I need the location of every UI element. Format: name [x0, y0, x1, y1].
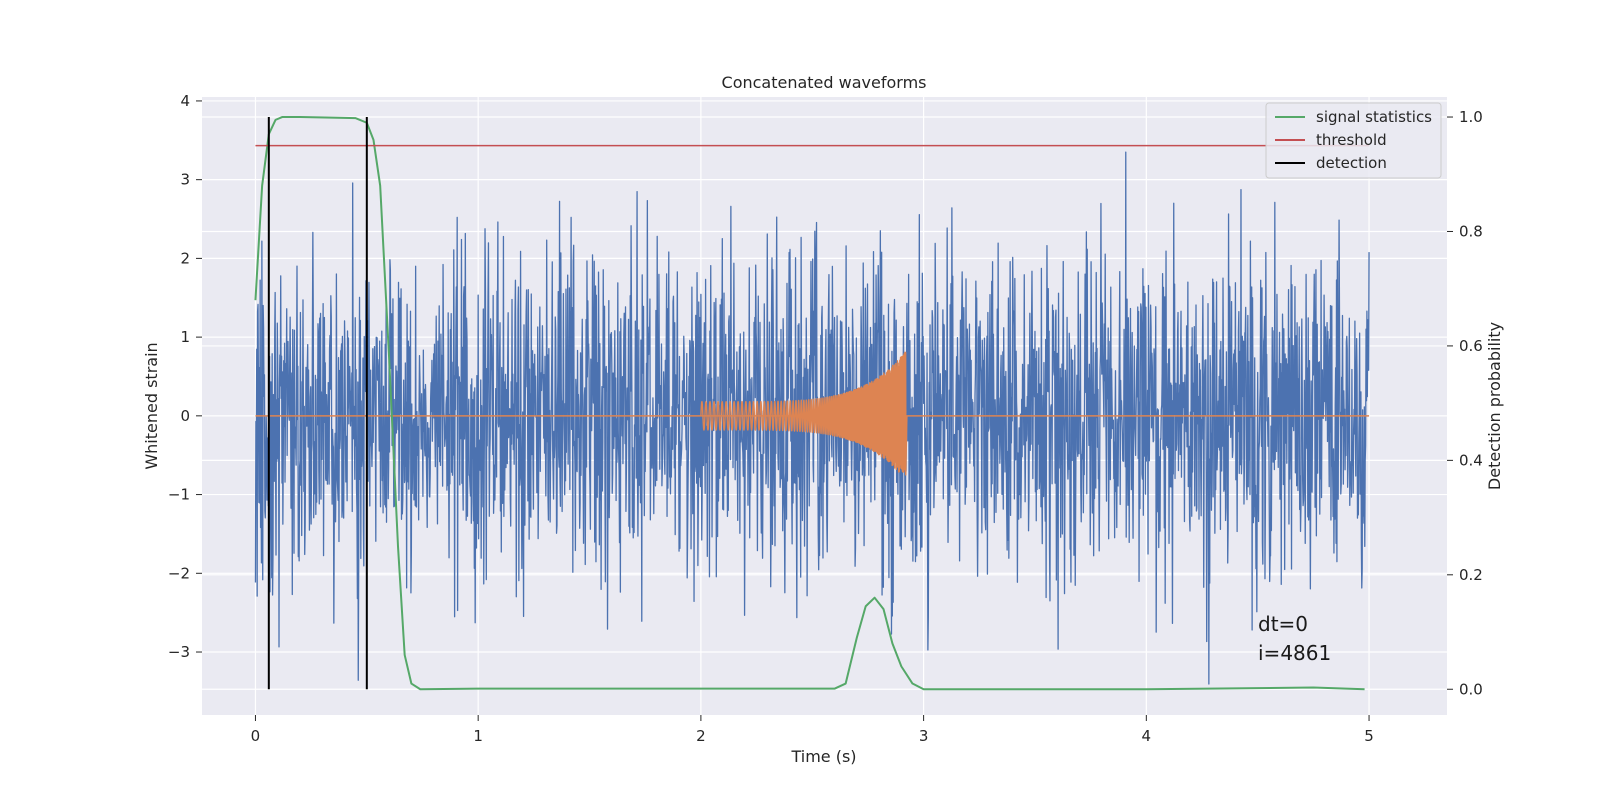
- y-tick-label-right: 0.4: [1459, 451, 1483, 469]
- x-tick-label: 2: [696, 727, 706, 745]
- x-tick-label: 4: [1142, 727, 1152, 745]
- annotation-index: i=4861: [1258, 641, 1331, 665]
- x-tick-label: 1: [473, 727, 483, 745]
- x-tick-label: 0: [251, 727, 261, 745]
- chart-title: Concatenated waveforms: [722, 73, 927, 92]
- legend: signal statistics threshold detection: [1265, 102, 1442, 179]
- series-waveform: [255, 351, 1370, 476]
- y-axis-left-label: Whitened strain: [142, 342, 161, 469]
- y-tick-label-left: −2: [168, 564, 190, 582]
- x-axis-ticks: 0 1 2 3 4 5: [251, 715, 1374, 745]
- legend-label-signal-statistics: signal statistics: [1316, 108, 1432, 126]
- series-signal-statistics: [254, 116, 1365, 691]
- legend-box: [1265, 102, 1442, 179]
- y-tick-label-right: 0.8: [1459, 222, 1483, 240]
- y-axis-right-ticks: 0.0 0.2 0.4 0.6 0.8 1.0: [1447, 108, 1483, 698]
- y-tick-label-right: 0.2: [1459, 566, 1483, 584]
- x-axis-label: Time (s): [790, 747, 856, 766]
- y-tick-label-right: 0.0: [1459, 680, 1483, 698]
- series-detection: [267, 117, 368, 690]
- y-tick-label-left: 3: [180, 171, 190, 189]
- y-tick-label-left: 4: [180, 92, 190, 110]
- legend-label-threshold: threshold: [1316, 131, 1387, 149]
- y-tick-label-left: 1: [180, 328, 190, 346]
- annotation-dt: dt=0: [1258, 612, 1308, 636]
- x-tick-label: 3: [919, 727, 929, 745]
- series-noise: [254, 151, 1370, 685]
- y-tick-label-right: 0.6: [1459, 337, 1483, 355]
- y-tick-label-left: 0: [180, 407, 190, 425]
- waveform-line: [700, 351, 908, 476]
- legend-label-detection: detection: [1316, 154, 1387, 172]
- y-tick-label-right: 1.0: [1459, 108, 1483, 126]
- y-tick-label-left: −3: [168, 643, 190, 661]
- signal-statistics-line: [254, 116, 1365, 691]
- y-tick-label-left: 2: [180, 249, 190, 267]
- x-tick-label: 5: [1364, 727, 1374, 745]
- y-axis-right-label: Detection probability: [1485, 322, 1504, 490]
- noise-line: [254, 151, 1370, 685]
- y-axis-left-ticks: −3 −2 −1 0 1 2 3 4: [168, 92, 202, 661]
- y-tick-label-left: −1: [168, 486, 190, 504]
